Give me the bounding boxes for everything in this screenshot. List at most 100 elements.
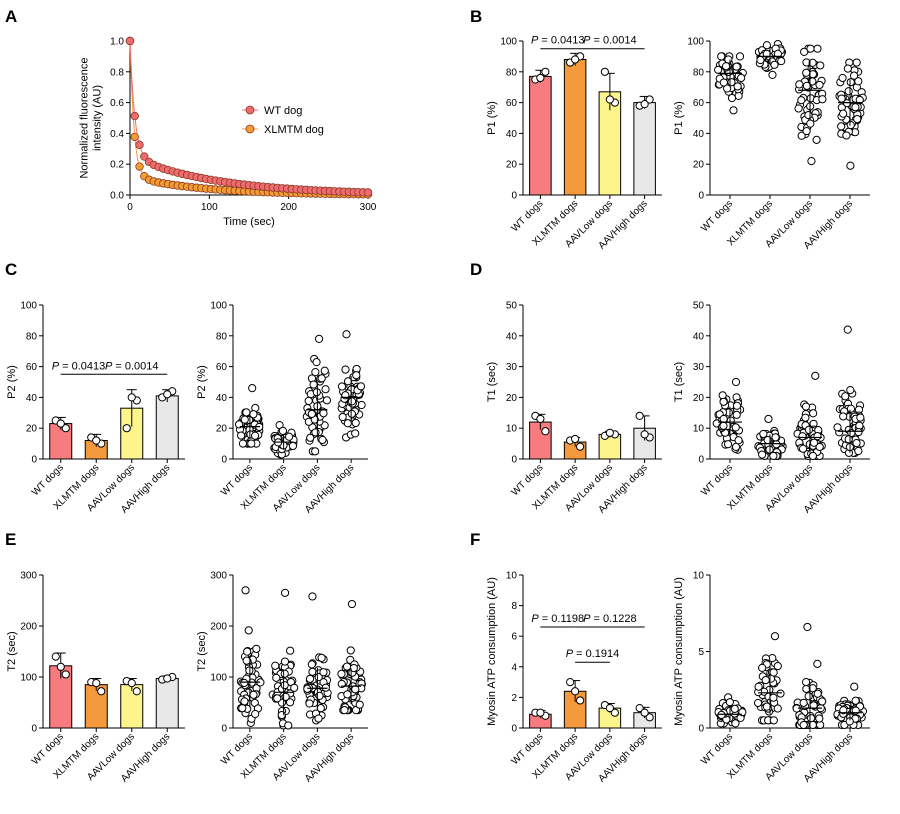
E2-data-point [314, 714, 323, 723]
B2-data-point [733, 82, 742, 91]
B2-y-tick-label: 60 [693, 98, 705, 109]
C1-data-point [122, 424, 131, 433]
C1-y-axis-label: P2 (%) [6, 365, 18, 399]
E1-y-tick-label: 200 [20, 622, 37, 633]
F2-y-axis-label: Myosin ATP consumption (AU) [673, 577, 685, 726]
F1-data-point [605, 704, 614, 713]
A-x-axis-label: Time (sec) [223, 216, 275, 228]
E2-data-point [252, 644, 261, 653]
C2-y-axis-label: P2 (%) [196, 365, 208, 399]
E2-data-point [271, 661, 280, 670]
E2-data-point [307, 660, 316, 669]
B2-data-point [802, 68, 811, 77]
D2-category-label: WT dogs [699, 462, 735, 498]
C2-data-point [247, 439, 256, 448]
A-legend-label: WT dog [264, 105, 302, 117]
C2-data-point [343, 419, 352, 428]
E1-data-point [51, 652, 60, 661]
E1-y-tick-label: 300 [20, 571, 37, 582]
D2-data-point [852, 439, 861, 448]
C2-data-point [347, 397, 357, 406]
A-y-axis-label: Normalized fluorescence [79, 57, 91, 178]
C2-data-point [312, 358, 321, 367]
B2-data-point [853, 115, 862, 124]
B2-data-point [844, 87, 853, 96]
F1-data-point [640, 708, 649, 717]
D2-data-point [833, 423, 842, 432]
F2-y-tick-label: 5 [698, 647, 704, 658]
E1-data-point [56, 662, 65, 671]
E2-data-point [280, 669, 289, 678]
E1-bar [155, 678, 179, 729]
panel-letter-A: A [5, 7, 17, 26]
C2-data-point [314, 334, 324, 343]
E2-data-point [355, 700, 364, 709]
D1-data-point [605, 428, 614, 437]
E2-data-point [349, 663, 358, 673]
C2-data-point [288, 441, 298, 451]
C2-data-point [343, 377, 353, 386]
F2-data-point [808, 684, 817, 693]
D2-data-point [719, 397, 728, 406]
E1-y-axis-label: T2 (sec) [6, 631, 18, 671]
D2-y-tick-label: 0 [698, 455, 704, 466]
A-x-tick-label: 0 [127, 202, 133, 213]
E2-data-point [290, 683, 299, 692]
F2-data-point [731, 719, 740, 728]
C2-data-point [311, 368, 320, 377]
F1-category-label: WT dogs [510, 731, 546, 767]
E1-y-tick-label: 100 [20, 673, 37, 684]
C2-data-point [312, 388, 321, 397]
F1-p-value: P = 0.1914 [566, 648, 620, 660]
panel-A: Normalized fluorescence intensity (AU) 0.0… [79, 37, 377, 229]
B2-data-point [842, 131, 851, 140]
F2-data-point [773, 661, 782, 671]
C2-data-point [337, 382, 347, 391]
F1-data-point [610, 708, 619, 717]
panel-letter-D: D [470, 260, 482, 279]
B2-data-point [719, 78, 728, 87]
E2-data-point [277, 710, 286, 720]
A-x-tick-label: 100 [201, 202, 218, 213]
panel-F1: Myosin ATP consumption (AU) 0 2 4 6 8 10 WT dog… [486, 571, 662, 785]
A-y-tick-label: 0.6 [110, 98, 124, 109]
C2-data-point [311, 428, 320, 437]
C2-data-point [342, 330, 351, 339]
B1-bar [563, 58, 587, 196]
F2-data-point [851, 696, 860, 705]
B1-data-point [605, 95, 614, 104]
F1-data-point [576, 696, 585, 705]
D2-data-point [854, 446, 863, 456]
panel-letter-E: E [5, 530, 16, 549]
D2-y-tick-label: 50 [693, 301, 705, 312]
F1-y-tick-label: 8 [511, 601, 517, 612]
E2-y-tick-label: 200 [210, 622, 227, 633]
B2-data-point [777, 57, 786, 66]
D1-y-tick-label: 30 [506, 362, 518, 373]
B1-data-point [645, 95, 654, 104]
F1-data-point [566, 678, 575, 687]
E1-y-tick-label: 0 [31, 724, 37, 735]
B1-y-tick-label: 20 [506, 160, 518, 171]
B2-data-point [807, 157, 816, 166]
F2-y-tick-label: 10 [693, 571, 705, 582]
panel-letter-B: B [470, 7, 482, 26]
F2-data-point [770, 632, 780, 641]
D2-data-point [732, 401, 742, 410]
B2-data-point [838, 73, 847, 83]
E1-data-point [132, 687, 141, 696]
D2-data-point [808, 451, 818, 461]
E2-data-point [240, 697, 249, 706]
E2-data-point [244, 626, 253, 635]
C2-data-point [250, 431, 260, 440]
E1-data-point [127, 679, 136, 688]
B2-data-point [797, 131, 806, 140]
E2-data-point [242, 656, 251, 665]
C1-y-tick-label: 60 [26, 362, 38, 373]
E2-y-axis-label: T2 (sec) [196, 631, 208, 671]
B2-data-point [846, 78, 855, 87]
E2-data-point [347, 599, 357, 609]
C2-data-point [321, 385, 330, 394]
